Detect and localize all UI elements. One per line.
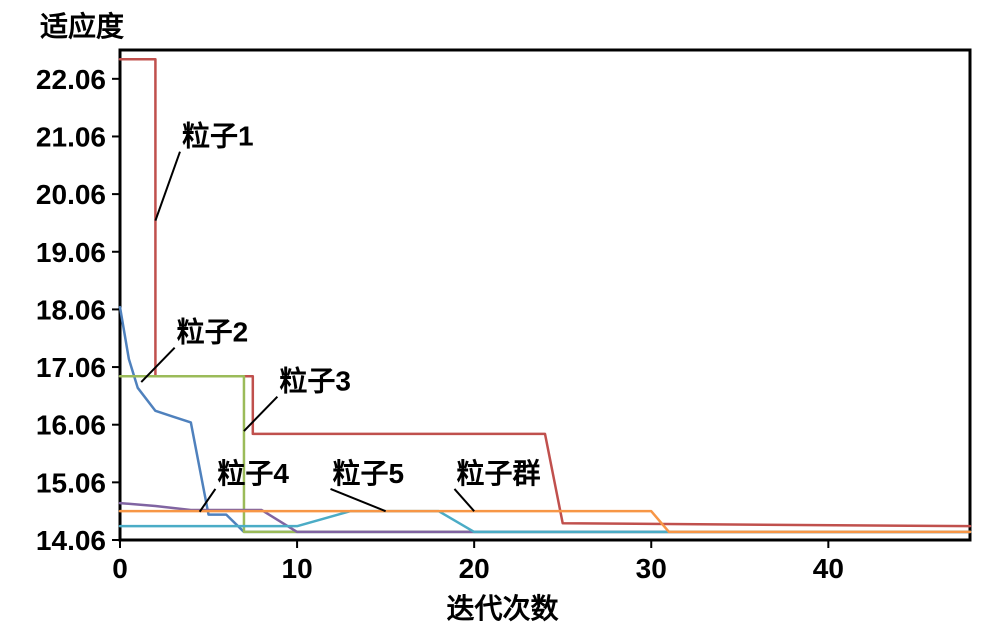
series-label: 粒子2	[177, 317, 249, 348]
x-tick-label: 40	[813, 553, 844, 584]
series-label: 粒子3	[279, 366, 351, 397]
x-tick-label: 0	[112, 553, 128, 584]
series-label: 粒子5	[333, 458, 405, 489]
series-label: 粒子1	[182, 121, 254, 152]
y-tick-label: 21.06	[36, 121, 106, 152]
y-axis-label: 适应度	[40, 10, 124, 42]
x-tick-label: 20	[459, 553, 490, 584]
y-tick-label: 18.06	[36, 294, 106, 325]
y-tick-label: 22.06	[36, 64, 106, 95]
x-tick-label: 10	[282, 553, 313, 584]
y-tick-label: 19.06	[36, 237, 106, 268]
x-axis-label: 迭代次数	[446, 593, 559, 624]
series-label: 粒子4	[217, 458, 289, 489]
y-tick-label: 15.06	[36, 467, 106, 498]
y-tick-label: 17.06	[36, 352, 106, 383]
x-tick-label: 30	[636, 553, 667, 584]
y-tick-label: 14.06	[36, 525, 106, 556]
chart-svg: 14.06 15.06 16.06 17.06 18.06 19.06 20.06 21.06…	[0, 0, 1000, 640]
y-tick-label: 16.06	[36, 410, 106, 441]
y-tick-label: 20.06	[36, 179, 106, 210]
chart-container: 14.06 15.06 16.06 17.06 18.06 19.06 20.06 21.06…	[0, 0, 1000, 640]
series-label: 粒子群	[456, 458, 540, 489]
